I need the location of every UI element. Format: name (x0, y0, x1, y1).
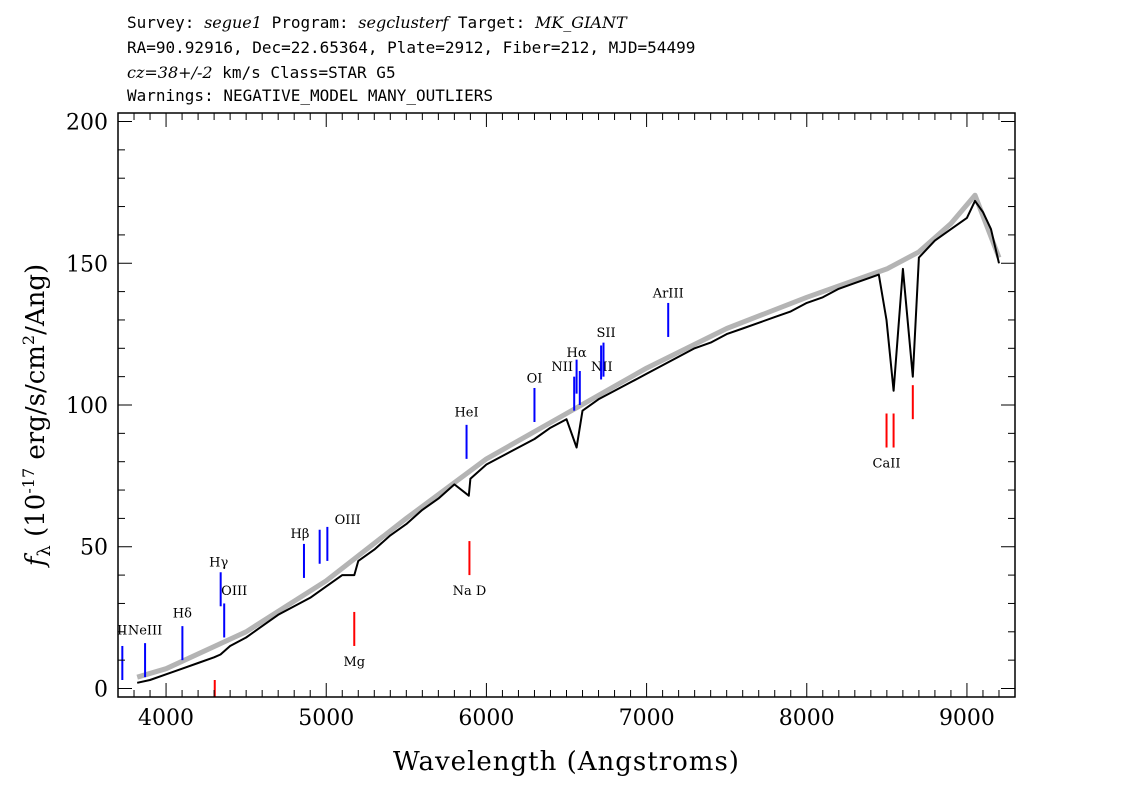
spectral-line-label: NII (551, 360, 573, 375)
target-value: MK_GIANT (534, 13, 627, 32)
x-tick-label: 4000 (138, 706, 194, 731)
spectral-line-label: NeIII (128, 624, 162, 639)
marker-layer: IINeIIIHδHγOIIIHβOIIIHeIOINIIHαNIISIIArI… (117, 286, 914, 697)
y-axis-title: fλ (10-17 erg/s/cm2/Ang) (19, 264, 55, 568)
x-tick-label: 5000 (298, 706, 354, 731)
spectral-line-label: II (117, 624, 127, 639)
spectral-line-label: Mg (343, 655, 365, 670)
header-line-4: Warnings: NEGATIVE_MODEL MANY_OUTLIERS (127, 86, 494, 105)
survey-value: segue1 (204, 13, 262, 32)
plot-frame (117, 112, 1016, 698)
survey-label: Survey: (127, 13, 205, 32)
target-label: Target: (448, 13, 535, 32)
velocity-value: cz=38+/-2 (127, 63, 213, 82)
y-tick-label: 100 (66, 394, 108, 419)
x-tick-label: 9000 (939, 706, 995, 731)
spectral-line-label: ArIII (652, 286, 684, 301)
y-tick-label: 0 (94, 677, 108, 702)
spectral-line-label: CaII (873, 456, 901, 471)
spectrum-series-1 (136, 192, 1002, 680)
x-axis-title: Wavelength (Angstroms) (393, 747, 740, 777)
program-value: segclusterf (358, 13, 449, 32)
header-line-1: Survey: segue1 Program: segclusterf Targ… (127, 14, 627, 32)
x-axis-ticks: 4000 5000 6000 7000 8000 9000 (117, 113, 1016, 731)
spectral-line-label: OIII (335, 513, 361, 528)
header-line-3: cz=38+/-2 km/s Class=STAR G5 (127, 64, 396, 82)
x-tick-label: 6000 (458, 706, 514, 731)
header-line-2: RA=90.92916, Dec=22.65364, Plate=2912, F… (127, 38, 696, 57)
x-tick-label: 8000 (779, 706, 835, 731)
x-tick-label: 7000 (619, 706, 675, 731)
spectral-line-label: Hδ (173, 607, 192, 622)
y-axis-ticks: 0 50 100 150 200 (66, 111, 1015, 702)
class-text: km/s Class=STAR G5 (212, 63, 396, 82)
spectral-line-label: Hβ (291, 527, 310, 542)
y-tick-label: 200 (66, 111, 108, 136)
spectral-line-label: Hα (567, 346, 587, 361)
spectral-line-label: Hγ (209, 556, 228, 571)
spectrum-series-0 (136, 199, 1000, 684)
series-layer (136, 192, 1002, 684)
spectral-line-label: SII (597, 326, 616, 341)
spectral-line-label: HeI (454, 405, 478, 420)
y-tick-label: 50 (80, 536, 108, 561)
y-tick-label: 150 (66, 252, 108, 277)
spectral-line-label: OIII (221, 584, 247, 599)
spectral-line-label: OI (527, 371, 543, 386)
spectral-line-label: Na D (453, 584, 487, 599)
program-label: Program: (261, 13, 359, 32)
